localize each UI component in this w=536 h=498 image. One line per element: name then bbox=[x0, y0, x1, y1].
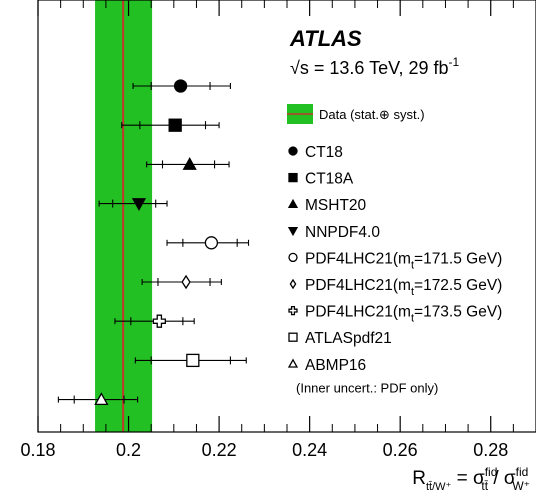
prediction-marker bbox=[168, 118, 182, 132]
legend-marker bbox=[288, 172, 298, 183]
x-tick-label: 0.18 bbox=[20, 440, 55, 460]
prediction-marker bbox=[131, 198, 147, 211]
prediction-marker bbox=[182, 157, 197, 170]
prediction-marker bbox=[173, 79, 188, 93]
legend-label: ATLASpdf21 bbox=[305, 330, 392, 347]
legend-label: PDF4LHC21(mt=173.5 GeV) bbox=[305, 304, 502, 325]
prediction-marker bbox=[94, 392, 109, 406]
x-tick-label: 0.24 bbox=[292, 440, 327, 460]
legend-entry: CT18 bbox=[288, 144, 343, 161]
prediction-point bbox=[141, 274, 222, 290]
x-tick-label: 0.28 bbox=[473, 440, 508, 460]
legend-marker bbox=[288, 252, 298, 263]
legend-entry: PDF4LHC21(mt=172.5 GeV) bbox=[289, 277, 502, 298]
prediction-point bbox=[98, 198, 168, 211]
legend-label: NNPDF4.0 bbox=[305, 224, 380, 241]
legend-label: ABMP16 bbox=[305, 357, 366, 374]
prediction-marker bbox=[152, 314, 166, 328]
prediction-marker bbox=[204, 236, 219, 250]
legend-marker bbox=[288, 305, 298, 316]
x-tick-label: 0.2 bbox=[116, 440, 141, 460]
experiment-label: ATLAS bbox=[289, 26, 362, 51]
legend-marker bbox=[287, 226, 299, 237]
legend-entry: CT18A bbox=[288, 171, 354, 188]
legend-label: MSHT20 bbox=[305, 197, 367, 214]
prediction-marker bbox=[186, 353, 200, 368]
prediction-marker bbox=[181, 274, 191, 290]
legend-entry: PDF4LHC21(mt=171.5 GeV) bbox=[288, 250, 502, 271]
legend-marker bbox=[289, 278, 297, 290]
legend-entry: MSHT20 bbox=[287, 197, 367, 214]
prediction-point bbox=[57, 392, 139, 406]
x-tick-label: 0.26 bbox=[383, 440, 418, 460]
legend-marker bbox=[288, 332, 298, 342]
prediction-point bbox=[166, 236, 250, 250]
x-axis-label: Rtt̄/W⁺ = σfid tt̄ / σfid W⁺ bbox=[412, 465, 530, 493]
prediction-point bbox=[114, 314, 195, 328]
legend-marker bbox=[287, 358, 299, 368]
legend-marker bbox=[287, 198, 299, 209]
legend-label: CT18 bbox=[305, 144, 343, 161]
legend-marker bbox=[288, 146, 298, 156]
legend-entry: NNPDF4.0 bbox=[287, 224, 380, 241]
prediction-point bbox=[146, 157, 230, 170]
legend-entry: ATLASpdf21 bbox=[288, 330, 392, 347]
legend-note: (Inner uncert.: PDF only) bbox=[296, 380, 438, 395]
legend-label: PDF4LHC21(mt=171.5 GeV) bbox=[305, 250, 502, 271]
prediction-point bbox=[121, 118, 220, 132]
legend-entry: ABMP16 bbox=[287, 357, 366, 374]
legend-label: PDF4LHC21(mt=172.5 GeV) bbox=[305, 277, 502, 298]
legend-data-label: Data (stat.⊕ syst.) bbox=[319, 107, 425, 122]
prediction-point bbox=[134, 353, 247, 368]
energy-label: √s = 13.6 TeV, 29 fb-1 bbox=[290, 55, 460, 78]
legend-label: CT18A bbox=[305, 171, 354, 188]
legend-entry: PDF4LHC21(mt=173.5 GeV) bbox=[288, 304, 502, 325]
x-tick-label: 0.22 bbox=[202, 440, 237, 460]
prediction-point bbox=[132, 79, 231, 93]
